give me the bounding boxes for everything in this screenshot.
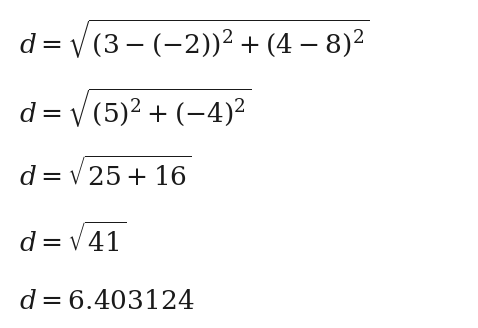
- Text: $d = \sqrt{(3-(-2))^2 + (4-8)^2}$: $d = \sqrt{(3-(-2))^2 + (4-8)^2}$: [19, 18, 370, 61]
- Text: $d = 6.403124$: $d = 6.403124$: [19, 289, 195, 314]
- Text: $d = \sqrt{25 + 16}$: $d = \sqrt{25 + 16}$: [19, 156, 192, 191]
- Text: $d = \sqrt{41}$: $d = \sqrt{41}$: [19, 222, 126, 257]
- Text: $d = \sqrt{(5)^2 + (-4)^2}$: $d = \sqrt{(5)^2 + (-4)^2}$: [19, 87, 251, 130]
